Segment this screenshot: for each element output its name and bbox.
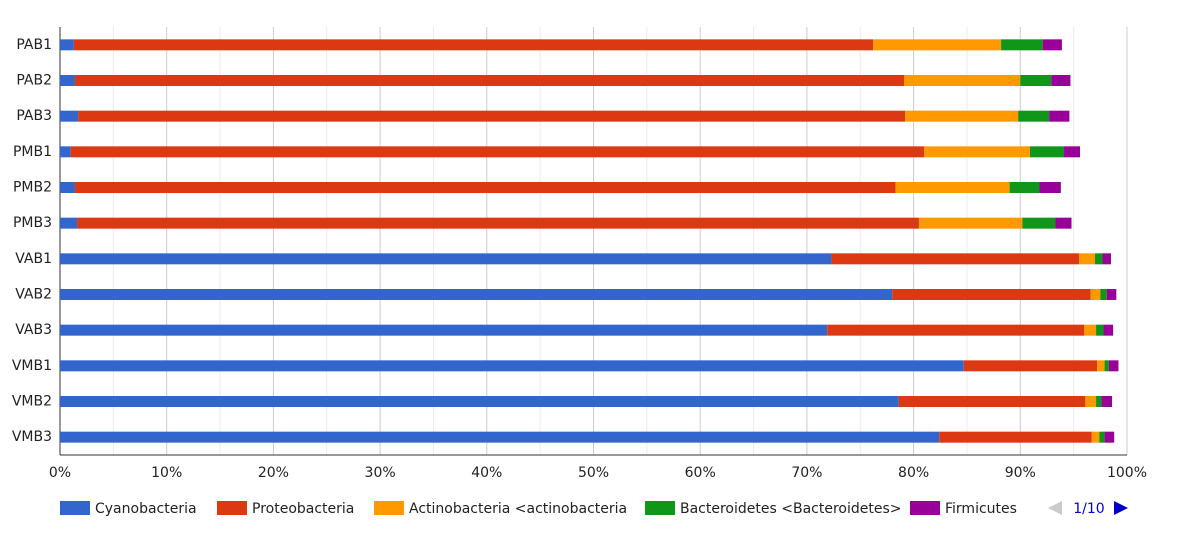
y-tick-label: PMB2 — [13, 180, 52, 196]
bar-segment — [1100, 289, 1107, 300]
legend-swatch — [217, 501, 247, 515]
bar-segment — [1039, 182, 1061, 193]
bar-segment — [1091, 431, 1100, 443]
x-tick-label: 40% — [471, 465, 502, 481]
bar-segment — [1094, 253, 1103, 265]
x-tick-label: 30% — [365, 465, 396, 481]
bar-segment — [1108, 360, 1119, 372]
bar-segment — [60, 75, 75, 86]
x-tick-label: 100% — [1107, 465, 1147, 481]
bar-segment — [60, 289, 893, 300]
bar-segment — [1096, 324, 1104, 336]
bar-segment — [60, 324, 828, 336]
bar-segment — [1055, 217, 1072, 229]
pager-next[interactable] — [1114, 501, 1128, 515]
legend-label: Firmicutes — [945, 501, 1017, 517]
bar-segment — [1103, 324, 1114, 336]
y-tick-label: VAB2 — [15, 287, 52, 303]
bar-segment — [939, 431, 1092, 443]
bar-segment — [873, 39, 1002, 51]
bar-segment — [895, 182, 1010, 193]
bar-segment — [1084, 324, 1097, 336]
bar-segment — [924, 146, 1030, 158]
pager-label: 1/10 — [1073, 501, 1104, 517]
legend-swatch — [374, 501, 404, 515]
bar-segment — [1029, 146, 1065, 158]
legend-pager[interactable]: 1/10 — [1048, 501, 1128, 517]
bar-segment — [831, 253, 1079, 265]
x-tick-label: 60% — [685, 465, 716, 481]
legend-swatch — [645, 501, 675, 515]
bar-segment — [898, 396, 1086, 407]
y-tick-label: VAB3 — [15, 322, 52, 338]
bar-segment — [77, 217, 919, 229]
y-tick-label: VMB2 — [12, 394, 52, 410]
x-tick-label: 50% — [578, 465, 609, 481]
pager-prev[interactable] — [1048, 501, 1062, 515]
bar-segment — [70, 146, 925, 158]
bar-segment — [60, 253, 832, 265]
bar-segment — [1051, 75, 1071, 86]
bar-segment — [74, 182, 896, 193]
bar-segment — [918, 217, 1023, 229]
bar-segment — [1020, 75, 1052, 86]
y-tick-label: PAB1 — [16, 37, 52, 53]
x-tick-label: 70% — [791, 465, 822, 481]
bar-segment — [60, 182, 75, 193]
bar-segment — [73, 39, 874, 51]
bar-segment — [1042, 39, 1062, 51]
bar-segment — [78, 110, 906, 122]
y-tick-label: PMB1 — [13, 144, 52, 160]
bar-segment — [1106, 289, 1117, 300]
x-tick-label: 80% — [898, 465, 929, 481]
bar-segment — [1101, 396, 1113, 407]
y-tick-label: PAB2 — [16, 73, 52, 89]
bar-segment — [1018, 110, 1050, 122]
bar-segment — [905, 110, 1019, 122]
legend-label: Cyanobacteria — [95, 501, 197, 517]
bar-segment — [60, 110, 79, 122]
x-tick-label: 10% — [151, 465, 182, 481]
bar-segment — [1009, 182, 1040, 193]
bar-segment — [60, 146, 71, 158]
bar-segment — [60, 217, 78, 229]
legend-label: Bacteroidetes <Bacteroidetes> — [680, 501, 901, 517]
legend-swatch — [60, 501, 90, 515]
bar-segment — [1102, 253, 1111, 265]
bar-segment — [1090, 289, 1101, 300]
bar-segment — [60, 396, 899, 407]
y-tick-label: VMB3 — [12, 429, 52, 445]
bar-segment — [827, 324, 1085, 336]
y-tick-label: PAB3 — [16, 108, 52, 124]
y-tick-label: PMB3 — [13, 215, 52, 231]
bar-segment — [1099, 431, 1105, 443]
bar-segment — [1096, 396, 1102, 407]
bar-segment — [892, 289, 1091, 300]
bar-segment — [1097, 360, 1105, 372]
y-tick-label: VAB1 — [15, 251, 52, 267]
x-tick-label: 90% — [1005, 465, 1036, 481]
bar-segment — [60, 360, 964, 372]
bar-segment — [1085, 396, 1097, 407]
legend-label: Proteobacteria — [252, 501, 354, 517]
bar-segment — [74, 75, 904, 86]
x-tick-label: 0% — [49, 465, 71, 481]
bar-segment — [60, 39, 74, 51]
bar-segment — [903, 75, 1021, 86]
bar-segment — [1001, 39, 1043, 51]
bar-segment — [60, 431, 940, 443]
bar-segment — [1104, 431, 1115, 443]
legend-swatch — [910, 501, 940, 515]
bar-segment — [1064, 146, 1081, 158]
bar-segment — [963, 360, 1098, 372]
y-tick-label: VMB1 — [12, 358, 52, 374]
bar-segment — [1022, 217, 1056, 229]
bar-segment — [1104, 360, 1109, 372]
bar-segment — [1078, 253, 1095, 265]
bar-segment — [1049, 110, 1070, 122]
x-tick-label: 20% — [258, 465, 289, 481]
legend-label: Actinobacteria <actinobacteria — [409, 501, 627, 517]
